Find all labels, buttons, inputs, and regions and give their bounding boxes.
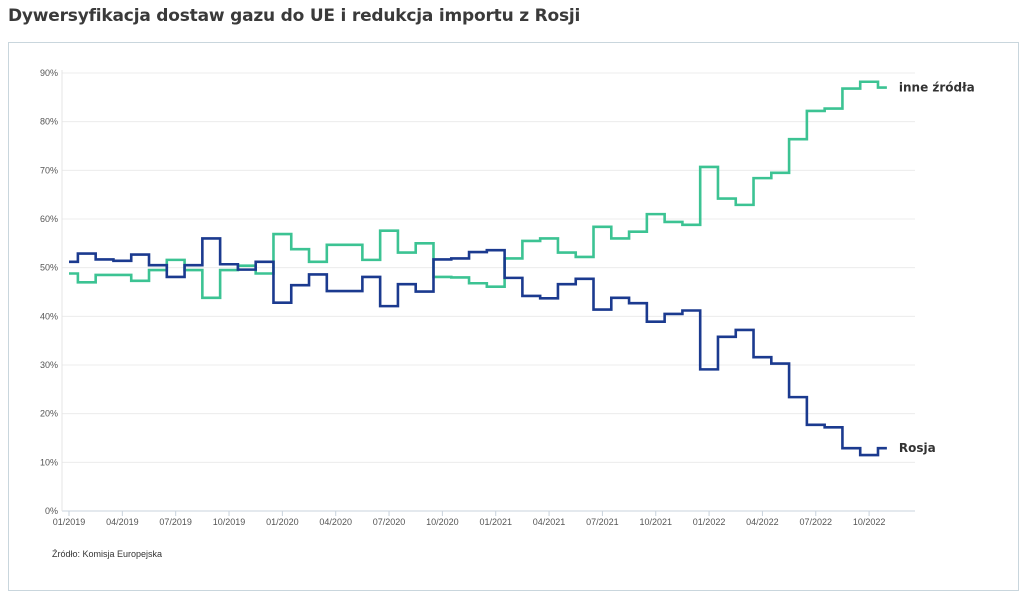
x-tick-label: 01/2021 <box>479 517 512 527</box>
series-line-rosja <box>69 237 887 457</box>
x-tick-label: 07/2019 <box>159 517 192 527</box>
y-tick-label: 40% <box>40 311 58 321</box>
x-tick-label: 10/2020 <box>426 517 459 527</box>
series-label: Rosja <box>899 441 936 455</box>
x-tick-label: 07/2020 <box>373 517 406 527</box>
series-line-inne-zrodla <box>69 80 887 300</box>
x-tick-label: 01/2022 <box>693 517 726 527</box>
series-label: inne źródła <box>899 81 975 95</box>
y-tick-label: 30% <box>40 360 58 370</box>
y-tick-label: 10% <box>40 457 58 467</box>
y-tick-label: 50% <box>40 263 58 273</box>
x-tick-label: 10/2022 <box>853 517 886 527</box>
x-tick-label: 04/2022 <box>746 517 779 527</box>
y-tick-label: 90% <box>40 68 58 78</box>
y-tick-label: 20% <box>40 409 58 419</box>
x-tick-label: 07/2021 <box>586 517 619 527</box>
page-title: Dywersyfikacja dostaw gazu do UE i reduk… <box>8 6 581 26</box>
x-tick-label: 07/2022 <box>799 517 832 527</box>
x-tick-label: 01/2019 <box>53 517 86 527</box>
x-tick-label: 10/2019 <box>213 517 246 527</box>
y-tick-label: 60% <box>40 214 58 224</box>
x-tick-label: 04/2020 <box>319 517 352 527</box>
y-tick-label: 0% <box>45 506 58 516</box>
x-tick-label: 04/2019 <box>106 517 139 527</box>
x-tick-label: 10/2021 <box>639 517 672 527</box>
source-note: Źródło: Komisja Europejska <box>52 549 163 559</box>
x-tick-label: 04/2021 <box>533 517 566 527</box>
y-tick-label: 80% <box>40 117 58 127</box>
x-tick-label: 01/2020 <box>266 517 299 527</box>
chart-frame <box>8 42 1019 591</box>
y-tick-label: 70% <box>40 165 58 175</box>
